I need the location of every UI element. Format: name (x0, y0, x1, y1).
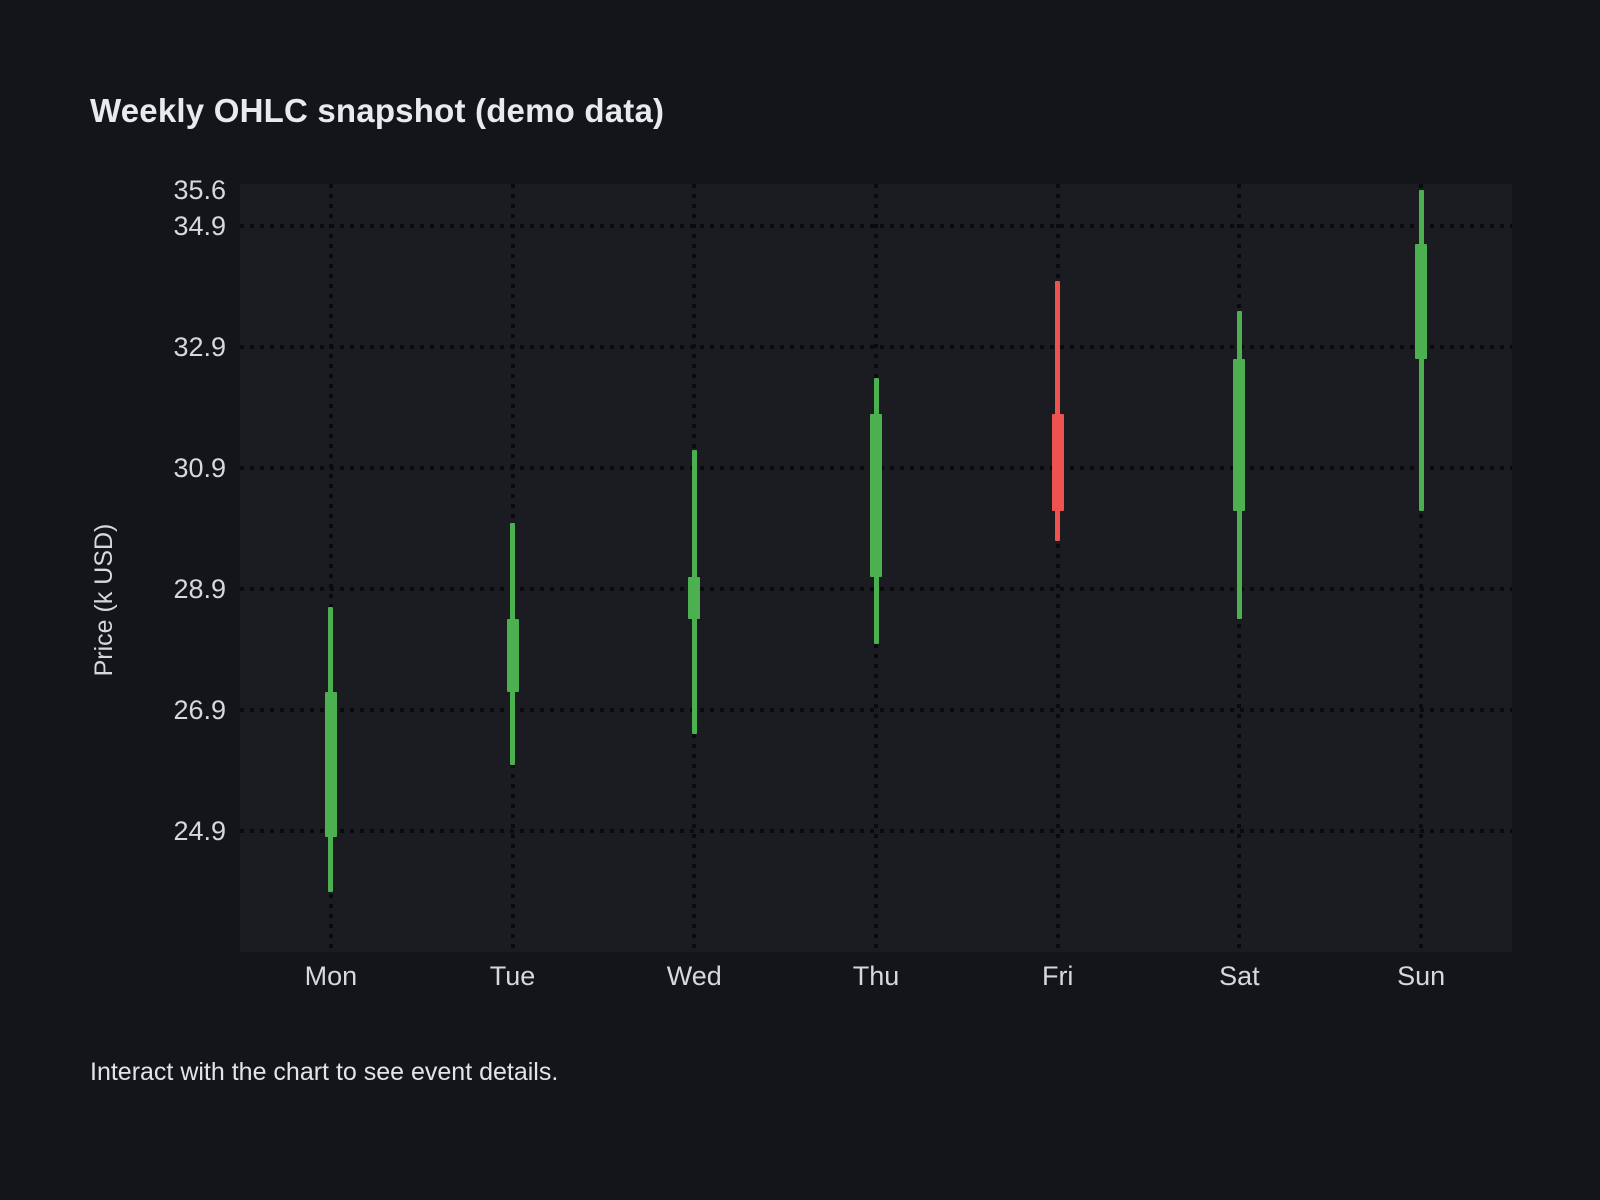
y-tick-label: 24.9 (173, 816, 226, 847)
x-tick-label: Sat (1219, 961, 1260, 991)
y-tick-label: 34.9 (173, 211, 226, 242)
x-tick-label: Tue (489, 961, 536, 991)
candle-body (506, 619, 519, 692)
candle-body (688, 577, 701, 620)
v-gridline (1419, 184, 1424, 952)
x-tick-label: Mon (304, 961, 358, 991)
candle-body (870, 413, 882, 578)
x-tick-label: Sun (1397, 961, 1446, 991)
x-tick-label: Thu (852, 961, 900, 991)
v-gridline (328, 184, 333, 952)
x-tick-label: Wed (666, 961, 722, 991)
y-tick-label: 28.9 (173, 574, 226, 605)
candle-body (324, 691, 337, 838)
x-tick-label: Fri (1041, 961, 1074, 991)
candle-wick (1055, 280, 1061, 541)
candle-body (1233, 359, 1246, 511)
chart-title: Weekly OHLC snapshot (demo data) (90, 92, 665, 129)
y-tick-label: 26.9 (173, 695, 226, 726)
plot-area[interactable] (240, 184, 1512, 952)
y-tick-label: 32.9 (173, 332, 226, 363)
candle-body (1415, 244, 1428, 360)
y-tick-label: 35.6 (173, 175, 226, 205)
y-tick-label: 30.9 (173, 453, 226, 484)
footer-note: Interact with the chart to see event det… (90, 1058, 559, 1086)
v-gridline (1055, 184, 1060, 952)
candle-body (1051, 413, 1064, 511)
